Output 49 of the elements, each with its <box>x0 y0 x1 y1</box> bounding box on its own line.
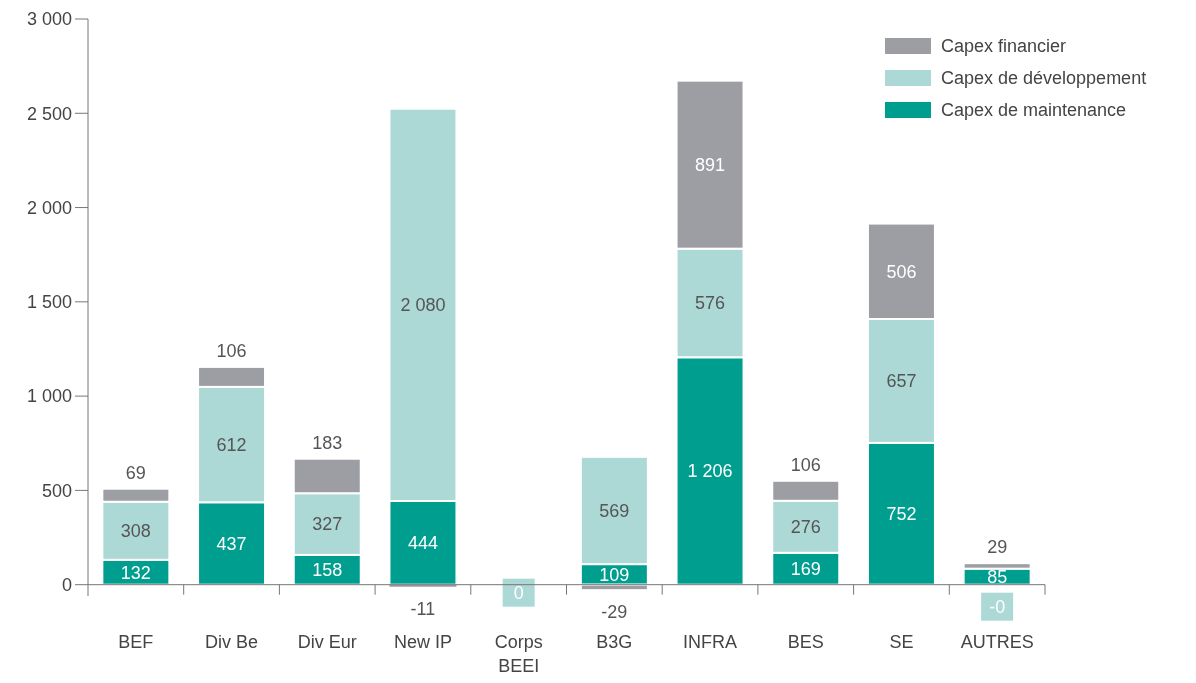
data-label: 437 <box>216 533 247 554</box>
data-label: 69 <box>125 463 146 484</box>
y-tick-label: 2 000 <box>26 197 72 218</box>
y-tick-label: 2 500 <box>26 103 72 124</box>
data-label: 657 <box>886 371 917 392</box>
data-label: 576 <box>695 293 726 314</box>
x-tick-label: BES <box>787 632 824 652</box>
data-label: 612 <box>216 434 247 455</box>
data-label: -11 <box>410 599 436 620</box>
x-tick-label: Div Be <box>205 632 259 652</box>
data-label: 444 <box>407 533 438 554</box>
legend-label: Capex de maintenance <box>941 100 1127 121</box>
x-tick-label: B3G <box>596 632 633 652</box>
y-tick-label: 1 500 <box>26 292 72 313</box>
data-label: 276 <box>790 517 821 538</box>
y-tick-label: 500 <box>41 480 72 501</box>
x-tick-label: Corps BEEI <box>494 632 543 676</box>
data-label: 106 <box>216 341 247 362</box>
data-label: 1 206 <box>687 461 733 482</box>
x-tick-label: Div Eur <box>297 632 357 652</box>
x-tick-label: AUTRES <box>960 632 1034 652</box>
data-label: 169 <box>790 559 821 580</box>
data-label: -0 <box>989 596 1006 617</box>
y-tick-label: 0 <box>61 574 72 595</box>
data-label: -29 <box>601 602 628 623</box>
x-tick-label: New IP <box>393 632 452 652</box>
data-label: 308 <box>120 521 151 542</box>
data-label: 183 <box>312 433 343 454</box>
data-label: 327 <box>312 514 343 535</box>
x-tick-label: INFRA <box>683 632 738 652</box>
x-tick-label: BEF <box>118 632 154 652</box>
data-label: 132 <box>120 562 151 583</box>
data-label: 29 <box>987 537 1008 558</box>
legend-label: Capex de développement <box>941 68 1147 89</box>
data-label: 109 <box>599 564 630 585</box>
legend-label: Capex financier <box>941 36 1067 57</box>
x-tick-label: SE <box>889 632 914 652</box>
data-label: 158 <box>312 560 343 581</box>
data-label: 506 <box>886 261 917 282</box>
data-label: 752 <box>886 504 917 525</box>
y-tick-label: 3 000 <box>26 9 72 30</box>
data-label: 106 <box>790 455 821 476</box>
data-label: 0 <box>513 582 524 603</box>
y-tick-label: 1 000 <box>26 386 72 407</box>
data-label: 2 080 <box>400 295 446 316</box>
data-label: 85 <box>987 566 1008 587</box>
data-label: 891 <box>695 154 726 175</box>
data-label: 569 <box>599 500 630 521</box>
bar <box>389 584 457 587</box>
